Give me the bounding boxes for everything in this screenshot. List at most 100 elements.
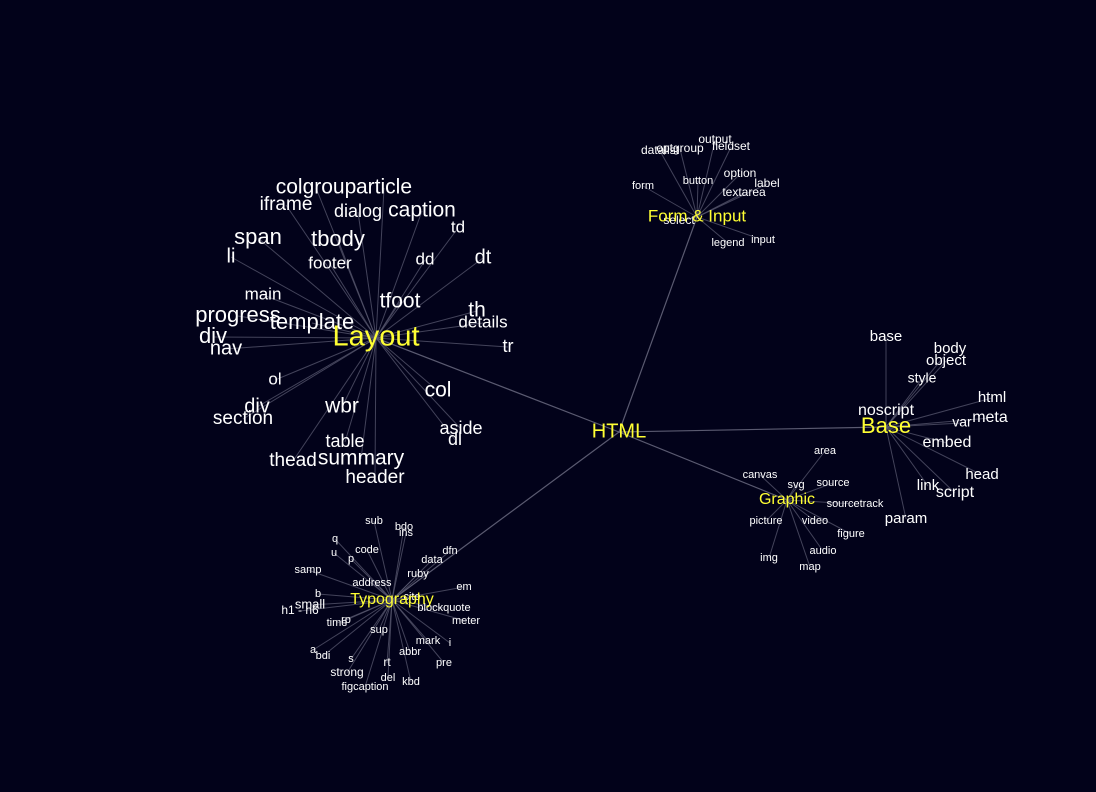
leaf-node-optgroup: optgroup [656, 141, 704, 155]
leaf-node-label: label [754, 176, 779, 190]
edge-layout-thead [292, 337, 377, 462]
leaf-node-dl: dl [448, 429, 462, 449]
leaf-node-html: html [978, 389, 1006, 406]
leaf-node-td: td [451, 217, 465, 236]
hub-node-base: Base [861, 413, 911, 438]
edge-typography-blockquote [391, 599, 445, 609]
leaf-node-abbr: abbr [399, 646, 421, 658]
leaf-node-summary: summary [318, 447, 405, 470]
edge-html-form-input [618, 216, 698, 433]
edge-typography-ruby [391, 573, 419, 601]
leaf-node-mark: mark [416, 635, 441, 647]
edge-form-input-legend [696, 216, 729, 244]
edge-html-graphic [618, 431, 788, 501]
leaf-node-del: del [381, 672, 396, 684]
edge-typography-samp [307, 569, 393, 601]
leaf-node-em: em [456, 581, 471, 593]
leaf-node-select: select [663, 213, 695, 227]
edge-layout-main [262, 294, 377, 339]
leaf-node-tr: tr [503, 336, 514, 356]
leaf-node-dfn: dfn [442, 545, 457, 557]
hub-node-typography: Typography [350, 591, 434, 608]
edge-layout-ol [274, 337, 377, 381]
leaf-node-ins: ins [399, 527, 414, 539]
edge-layout-details [375, 322, 484, 339]
edge-base-style [885, 378, 923, 428]
leaf-node-data: data [421, 554, 443, 566]
edge-graphic-video [786, 499, 816, 522]
edge-typography-strong [346, 599, 393, 674]
leaf-node-div: div [199, 323, 227, 348]
edge-form-input-output [696, 139, 716, 218]
edge-typography-i [391, 599, 451, 644]
edge-layout-span [257, 237, 377, 339]
edge-graphic-source [786, 482, 834, 501]
leaf-node-audio: audio [810, 545, 837, 557]
edge-base-link [885, 426, 929, 487]
leaf-node-video: video [802, 515, 828, 527]
leaf-node-aside: aside [439, 418, 482, 438]
leaf-node-b: b [315, 588, 321, 600]
leaf-node-u: u [331, 547, 337, 559]
edge-layout-li [230, 256, 377, 339]
leaf-node-cite: cite [403, 591, 420, 603]
hub-node-form-input: Form & Input [648, 206, 747, 225]
leaf-node-ruby: ruby [407, 568, 429, 580]
edge-base-script [885, 426, 956, 494]
leaf-node-script: script [936, 484, 975, 501]
leaf-node-dt: dt [475, 246, 492, 268]
leaf-node-area: area [814, 445, 837, 457]
leaf-node-noscript: noscript [858, 402, 915, 419]
leaf-node-iframe: iframe [260, 194, 313, 215]
edge-typography-kbd [391, 599, 412, 683]
graph-edges [212, 139, 993, 688]
leaf-node-picture: picture [749, 515, 782, 527]
edge-typography-pre [391, 599, 445, 664]
edge-typography-meter [391, 599, 467, 622]
edge-base-head [885, 426, 983, 476]
edge-form-input-form [642, 185, 698, 218]
leaf-node-main: main [245, 284, 282, 303]
leaf-node-svg: svg [787, 479, 804, 491]
edge-typography-rp [345, 599, 393, 621]
leaf-node-meter: meter [452, 615, 480, 627]
edge-graphic-figure [786, 499, 852, 535]
leaf-node-q: q [332, 533, 338, 545]
edge-layout-tfoot [375, 301, 401, 339]
leaf-node-legend: legend [711, 237, 744, 249]
leaf-node-base: base [870, 328, 903, 345]
edge-layout-summary [360, 337, 377, 460]
leaf-node-time: time [327, 617, 348, 629]
leaf-node-wbr: wbr [324, 395, 359, 418]
edge-layout-div [212, 336, 377, 339]
edge-form-input-input [696, 216, 764, 241]
edge-layout-tbody [337, 239, 377, 339]
edge-layout-caption [375, 210, 423, 339]
edge-form-input-optgroup [679, 148, 698, 218]
leaf-node-embed: embed [923, 434, 972, 451]
edge-typography-dfn [391, 550, 451, 601]
leaf-node-datalist: datalist [641, 143, 680, 157]
edge-form-input-option [696, 173, 741, 218]
leaf-node-samp: samp [295, 564, 322, 576]
leaf-node-dd: dd [416, 249, 435, 268]
leaf-node-col: col [425, 379, 452, 402]
edge-html-base [618, 426, 887, 433]
edge-graphic-canvas [759, 474, 788, 501]
leaf-node-i: i [449, 637, 451, 649]
edge-base-embed [885, 426, 948, 444]
leaf-node-source: source [816, 477, 849, 489]
edge-layout-section [242, 337, 377, 420]
edge-form-input-select [678, 216, 698, 222]
edge-layout-table [344, 337, 377, 443]
leaf-node-header: header [345, 467, 405, 488]
edge-typography-cite [391, 596, 413, 601]
edge-layout-aside [375, 337, 462, 430]
leaf-node-s: s [348, 653, 354, 665]
leaf-node-sup: sup [370, 624, 388, 636]
edge-typography-del [387, 599, 393, 679]
edge-base-html [885, 397, 993, 428]
leaf-node-option: option [724, 166, 757, 180]
edge-typography-bdi [322, 599, 393, 657]
